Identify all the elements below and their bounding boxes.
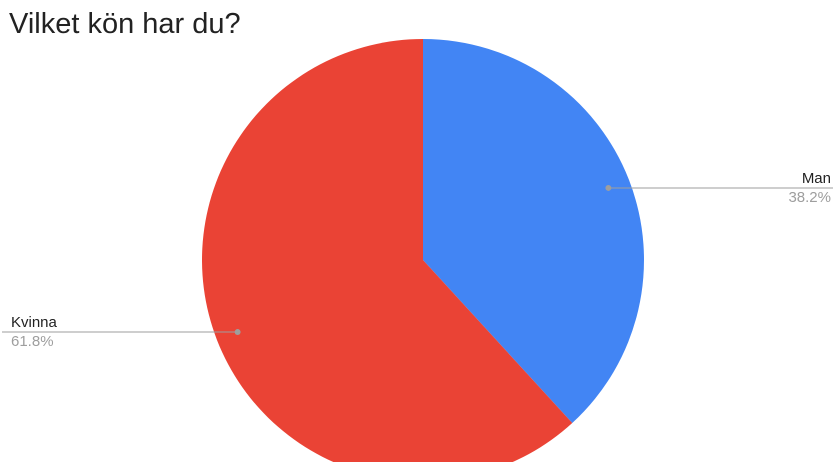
leader-dot-man [605,184,612,191]
slice-percent-man: 38.2% [788,189,831,206]
slice-label-man: Man [802,170,831,187]
slice-percent-kvinna: 61.8% [11,333,54,350]
pie-slice-man [423,39,645,423]
pie-slice-kvinna [202,39,573,462]
slice-label-kvinna: Kvinna [11,314,58,331]
leader-dot-kvinna [234,329,241,336]
chart-title: Vilket kön har du? [9,8,241,40]
